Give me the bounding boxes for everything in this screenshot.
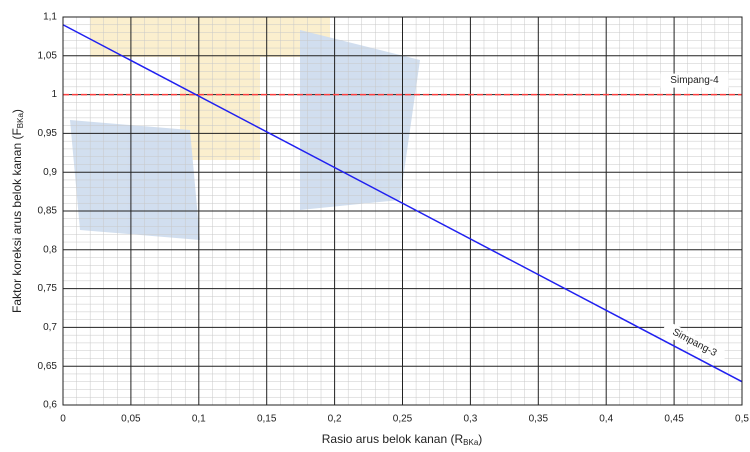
- x-tick-label: 0,3: [463, 414, 477, 425]
- y-axis-title: Faktor koreksi arus belok kanan (FBKa): [10, 109, 25, 313]
- series-label: Simpang-4: [670, 75, 719, 86]
- x-tick-label: 0,15: [257, 414, 277, 425]
- y-axis-title-sub: BKa: [16, 113, 25, 129]
- y-tick-label: 0,9: [43, 167, 57, 178]
- watermark: [70, 17, 420, 240]
- watermark-shape: [180, 40, 260, 160]
- y-tick-label: 0,75: [38, 283, 58, 294]
- x-tick-label: 0,4: [599, 414, 613, 425]
- x-axis-title: Rasio arus belok kanan (RBKa): [322, 432, 483, 447]
- x-tick-label: 0,5: [735, 414, 749, 425]
- y-tick-label: 0,65: [38, 361, 58, 372]
- x-tick-label: 0,05: [121, 414, 141, 425]
- x-axis-title-suffix: ): [478, 432, 482, 446]
- x-tick-label: 0,1: [192, 414, 206, 425]
- y-tick-label: 0,95: [38, 128, 58, 139]
- x-tick-label: 0,25: [393, 414, 413, 425]
- series-label-group: Simpang-4: [660, 74, 728, 88]
- x-tick-label: 0,45: [664, 414, 684, 425]
- chart: Rasio arus belok kanan (RBKa) Faktor kor…: [0, 0, 750, 452]
- x-tick-label: 0: [60, 414, 66, 425]
- x-axis-title-text: Rasio arus belok kanan (R: [322, 432, 464, 446]
- y-axis-title-text: Faktor koreksi arus belok kanan (F: [10, 128, 24, 313]
- y-tick-label: 0,7: [43, 322, 57, 333]
- x-tick-label: 0,2: [328, 414, 342, 425]
- y-axis-title-suffix: ): [10, 109, 24, 113]
- y-tick-label: 0,8: [43, 244, 57, 255]
- y-tick-label: 1,05: [38, 50, 58, 61]
- y-tick-label: 1: [51, 89, 57, 100]
- x-axis-title-sub: BKa: [463, 438, 479, 447]
- grid: [63, 17, 742, 405]
- y-tick-label: 1,1: [43, 12, 57, 23]
- y-tick-label: 0,6: [43, 400, 57, 411]
- x-tick-label: 0,35: [529, 414, 549, 425]
- y-tick-label: 0,85: [38, 206, 58, 217]
